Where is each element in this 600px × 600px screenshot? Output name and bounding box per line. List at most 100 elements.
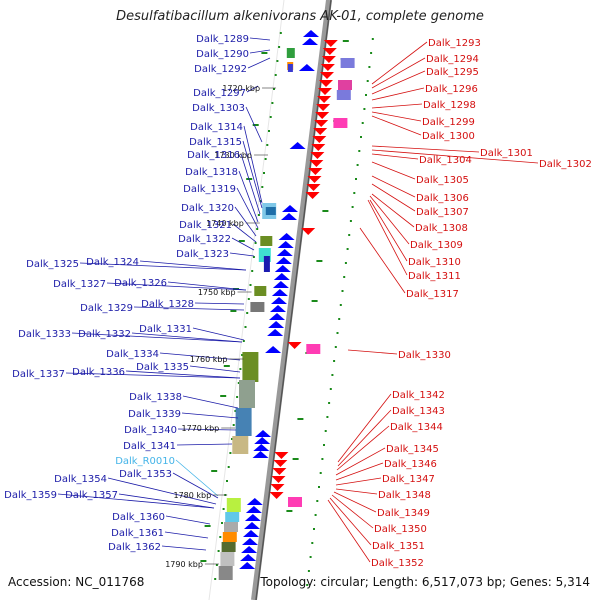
tick-dot: [365, 94, 367, 96]
tick-dot: [355, 178, 357, 180]
tick-dot: [343, 276, 346, 278]
right-gene-label: Dalk_1299: [422, 117, 475, 128]
left-gene-leader: [118, 493, 215, 509]
left-gene-leader: [177, 428, 237, 431]
right-gene-label: Dalk_1305: [416, 175, 469, 186]
left-gene-label: Dalk_1334: [106, 349, 159, 360]
cog-block: [220, 552, 235, 566]
left-gene-label: Dalk_1332: [78, 329, 131, 340]
left-gene-leader: [57, 493, 215, 509]
cog-block: [260, 236, 273, 246]
tick-dot: [222, 508, 225, 510]
tick-dot: [271, 102, 274, 104]
tick-dot: [252, 256, 255, 258]
left-gene-leader: [231, 237, 255, 251]
tick-dot: [242, 340, 245, 342]
left-gene-label: Dalk_1319: [183, 184, 236, 195]
tick-dot: [329, 388, 332, 390]
left-gene-label: Dalk_1289: [196, 34, 249, 45]
tick-dot: [311, 542, 314, 544]
right-gene-leader: [347, 349, 398, 355]
left-gene-label: Dalk_1326: [114, 278, 167, 289]
cog-block: [288, 497, 302, 507]
right-gene-label: Dalk_1351: [372, 541, 425, 552]
right-gene-leader: [337, 393, 392, 463]
tick-dot: [370, 52, 373, 54]
tick-dash: [316, 260, 323, 262]
tick-dot: [349, 220, 352, 222]
reverse-gene-arrow: [322, 48, 337, 55]
genome-backbone-edge: [255, 0, 332, 600]
left-gene-leader: [167, 281, 247, 291]
right-gene-leader: [371, 103, 423, 109]
tick-dot: [219, 536, 222, 538]
reverse-gene-arrow: [320, 72, 334, 79]
left-gene-leader: [107, 477, 217, 505]
tick-dot: [215, 564, 218, 566]
cog-block: [254, 286, 267, 296]
tick-dot: [276, 60, 279, 62]
right-gene-leader: [371, 115, 422, 136]
left-gene-label: Dalk_1361: [111, 528, 164, 539]
right-gene-label: Dalk_1301: [480, 148, 533, 159]
kbp-marker: 1750 kbp: [198, 288, 236, 297]
reverse-gene-arrow: [323, 40, 338, 47]
tick-dot: [336, 332, 339, 334]
left-gene-label: Dalk_1359: [4, 490, 57, 501]
right-gene-label: Dalk_1304: [419, 155, 472, 166]
right-gene-label: Dalk_1349: [377, 508, 430, 519]
tick-dot: [268, 130, 270, 132]
left-gene-label: Dalk_1357: [65, 490, 118, 501]
reverse-gene-arrow: [314, 120, 329, 127]
right-gene-leader: [331, 494, 374, 529]
right-gene-leader: [329, 497, 372, 546]
tick-dot: [231, 438, 233, 440]
reverse-gene-arrow: [311, 144, 326, 151]
left-gene-label: Dalk_1327: [53, 279, 106, 290]
left-gene-leader: [106, 282, 247, 291]
right-gene-label: Dalk_1295: [426, 67, 479, 78]
right-gene-leader: [371, 145, 480, 153]
right-gene-label: Dalk_1308: [415, 223, 468, 234]
left-gene-leader: [182, 395, 239, 409]
tick-dash: [342, 40, 349, 42]
left-gene-leader: [240, 153, 261, 215]
left-gene-label: Dalk_1316: [187, 150, 240, 161]
forward-gene-arrow: [244, 522, 260, 529]
forward-gene-arrow: [298, 64, 315, 71]
kbp-marker: 1720 kbp: [222, 84, 260, 93]
tick-dot: [326, 416, 329, 418]
right-gene-leader: [337, 409, 392, 467]
right-gene-label: Dalk_1300: [422, 131, 475, 142]
forward-gene-arrow: [274, 265, 291, 272]
kbp-marker: 1730 kbp: [214, 151, 252, 160]
tick-dot: [316, 500, 319, 502]
tick-dot: [229, 452, 232, 454]
left-gene-leader: [131, 332, 243, 343]
reverse-gene-arrow: [321, 56, 336, 63]
forward-gene-arrow: [239, 562, 256, 569]
cog-block: [239, 380, 255, 408]
tick-dash: [230, 310, 237, 312]
cog-block: [287, 64, 293, 72]
left-gene-leader: [165, 515, 211, 525]
tick-dot: [254, 242, 257, 244]
left-gene-leader: [194, 302, 245, 305]
tick-dot: [351, 206, 354, 208]
left-gene-leader: [242, 140, 263, 209]
reverse-gene-arrow: [320, 64, 335, 71]
tick-dot: [259, 200, 262, 202]
forward-gene-arrow: [265, 346, 282, 353]
left-gene-leader: [245, 106, 263, 143]
left-gene-label: Dalk_1337: [12, 369, 65, 380]
right-gene-leader: [327, 499, 371, 563]
cog-block: [226, 498, 241, 512]
tick-dot: [344, 262, 347, 264]
forward-gene-arrow: [278, 233, 295, 240]
left-gene-leader: [65, 372, 241, 379]
cog-block: [338, 80, 352, 90]
left-gene-label: Dalk_1338: [129, 392, 182, 403]
tick-dash: [252, 124, 259, 126]
right-gene-label: Dalk_1343: [392, 406, 445, 417]
